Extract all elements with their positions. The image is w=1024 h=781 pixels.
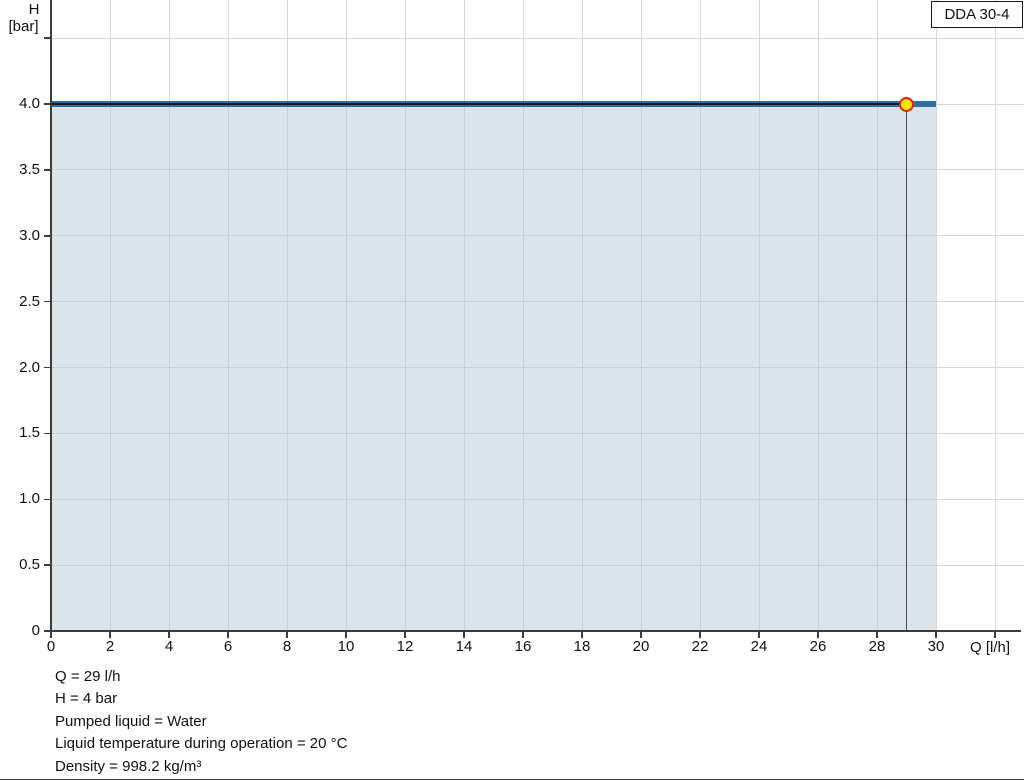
gridline-vertical bbox=[935, 0, 937, 631]
result-annotations: Q = 29 l/h H = 4 bar Pumped liquid = Water… bbox=[55, 666, 347, 778]
y-tick-label: 3.5 bbox=[19, 160, 40, 178]
x-tick bbox=[876, 632, 878, 638]
x-tick bbox=[699, 632, 701, 638]
y-tick-label: 3.0 bbox=[19, 226, 40, 244]
annotation-line: Liquid temperature during operation = 20… bbox=[55, 735, 348, 753]
pump-model-badge: DDA 30-4 bbox=[931, 1, 1023, 28]
x-tick-label: 24 bbox=[750, 638, 768, 655]
x-tick bbox=[50, 632, 52, 638]
y-tick-label: 1.5 bbox=[19, 424, 40, 442]
y-axis bbox=[50, 0, 52, 632]
y-axis-title-symbol: H bbox=[28, 1, 40, 18]
bottom-divider bbox=[0, 779, 1024, 781]
y-tick bbox=[44, 366, 51, 369]
y-tick-label: 2.5 bbox=[19, 292, 40, 310]
operating-point-vline bbox=[905, 104, 908, 631]
y-tick bbox=[44, 432, 51, 435]
x-tick bbox=[581, 632, 583, 638]
y-tick-label: 4.0 bbox=[19, 95, 40, 112]
y-tick-label: 0 bbox=[31, 622, 40, 639]
x-tick-label: 10 bbox=[337, 638, 355, 655]
x-tick bbox=[227, 632, 229, 638]
y-axis-title-unit: [bar] bbox=[8, 18, 39, 35]
annotation-line: H = 4 bar bbox=[55, 690, 118, 708]
x-tick-label: 12 bbox=[396, 638, 414, 655]
x-tick-label: 4 bbox=[164, 638, 174, 655]
x-tick-label: 22 bbox=[691, 638, 709, 655]
x-tick bbox=[404, 632, 406, 638]
x-tick bbox=[463, 632, 465, 638]
x-tick bbox=[168, 632, 170, 638]
x-tick bbox=[345, 632, 347, 638]
annotation-line: Q = 29 l/h bbox=[55, 668, 121, 685]
x-tick-label: 16 bbox=[514, 638, 532, 655]
x-tick-label: 6 bbox=[223, 638, 233, 655]
y-tick-label: 0.5 bbox=[19, 556, 40, 574]
y-tick bbox=[44, 169, 51, 171]
annotation-line: Pumped liquid = Water bbox=[55, 712, 207, 730]
x-tick bbox=[286, 632, 288, 638]
x-tick-label: 8 bbox=[282, 638, 292, 655]
x-tick bbox=[522, 632, 524, 638]
x-tick-label: 20 bbox=[632, 638, 650, 655]
x-tick-label: 30 bbox=[927, 638, 945, 655]
x-tick-label: 28 bbox=[868, 638, 886, 655]
gridline-horizontal bbox=[51, 37, 1024, 39]
y-tick bbox=[44, 498, 51, 500]
x-tick-label: 2 bbox=[105, 638, 115, 655]
annotation-line: Density = 998.2 kg/m³ bbox=[55, 757, 202, 775]
operating-point-hline bbox=[51, 103, 907, 105]
x-axis bbox=[49, 630, 1021, 632]
x-tick bbox=[758, 632, 760, 638]
x-tick-label: 18 bbox=[573, 638, 591, 655]
pump-model-label: DDA 30-4 bbox=[944, 6, 1010, 23]
y-tick bbox=[44, 235, 51, 237]
x-tick bbox=[640, 632, 642, 638]
y-tick-label: 1.0 bbox=[19, 490, 40, 508]
x-tick bbox=[109, 632, 111, 638]
y-tick bbox=[44, 300, 51, 303]
y-tick-label: 2.0 bbox=[19, 358, 40, 376]
y-tick bbox=[44, 37, 51, 39]
y-tick bbox=[44, 630, 51, 632]
x-tick-label: 14 bbox=[455, 638, 473, 655]
x-tick-label: 26 bbox=[809, 638, 827, 655]
gridline-vertical bbox=[994, 0, 996, 631]
x-axis-title: Q [l/h] bbox=[970, 639, 1011, 656]
x-tick-label: 0 bbox=[46, 638, 56, 655]
x-tick bbox=[994, 632, 996, 638]
operating-point-marker[interactable] bbox=[899, 96, 914, 112]
curve-area-fill bbox=[51, 104, 936, 630]
x-tick bbox=[935, 632, 937, 638]
y-tick bbox=[44, 103, 51, 105]
x-tick bbox=[817, 632, 819, 638]
y-tick bbox=[44, 564, 51, 566]
